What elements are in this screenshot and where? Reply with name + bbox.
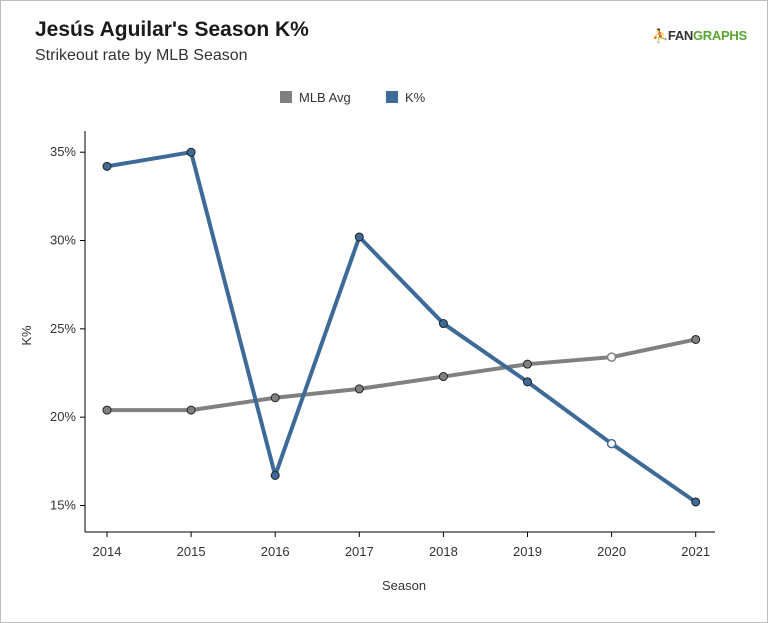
legend-swatch xyxy=(386,91,398,103)
data-point xyxy=(606,438,617,449)
data-point xyxy=(606,352,617,362)
x-axis-label: Season xyxy=(382,578,426,593)
data-point xyxy=(270,470,280,480)
data-point xyxy=(102,161,112,171)
series-layer xyxy=(102,147,701,507)
data-point xyxy=(270,393,280,403)
logo-text-graphs: GRAPHS xyxy=(693,28,747,43)
data-point xyxy=(438,372,448,382)
legend: MLB Avg K% xyxy=(280,90,426,105)
x-tick-label: 2017 xyxy=(345,544,374,559)
chart-title: Jesús Aguilar's Season K% xyxy=(35,18,309,41)
y-tick-label: 30% xyxy=(50,233,76,248)
x-tick-label: 2021 xyxy=(681,544,710,559)
data-point xyxy=(691,334,701,344)
data-point xyxy=(523,377,532,387)
data-point xyxy=(691,497,701,507)
y-axis-label: K% xyxy=(19,325,34,346)
legend-swatch xyxy=(280,91,292,103)
x-tick-label: 2016 xyxy=(261,544,290,559)
y-tick-label: 35% xyxy=(50,144,76,159)
logo-text-fan: FAN xyxy=(667,28,693,43)
x-tick-label: 2014 xyxy=(93,544,122,559)
x-tick-label: 2015 xyxy=(177,544,206,559)
fangraphs-logo[interactable]: ⛹FANGRAPHS xyxy=(652,28,747,44)
y-tick-label: 20% xyxy=(50,409,76,424)
data-point xyxy=(523,359,532,369)
data-point xyxy=(102,405,112,415)
logo-figure-icon: ⛹ xyxy=(652,28,668,43)
y-tick-label: 25% xyxy=(50,321,76,336)
data-point xyxy=(186,405,196,415)
data-point xyxy=(438,319,448,329)
y-tick-label: 15% xyxy=(50,498,76,513)
series-line xyxy=(105,337,698,413)
legend-label: K% xyxy=(405,90,426,105)
axes: 15% 20% 25% 30% 35% 2014 2015 2016 2017 2018 2019 2… xyxy=(19,131,715,593)
data-point xyxy=(354,384,364,394)
x-tick-label: 2018 xyxy=(429,544,458,559)
x-tick-label: 2019 xyxy=(513,544,542,559)
x-tick-label: 2020 xyxy=(597,544,626,559)
legend-label: MLB Avg xyxy=(299,90,351,105)
data-point xyxy=(354,232,364,242)
data-point xyxy=(186,147,196,157)
series-line xyxy=(105,150,698,504)
chart-subtitle: Strikeout rate by MLB Season xyxy=(35,47,248,64)
